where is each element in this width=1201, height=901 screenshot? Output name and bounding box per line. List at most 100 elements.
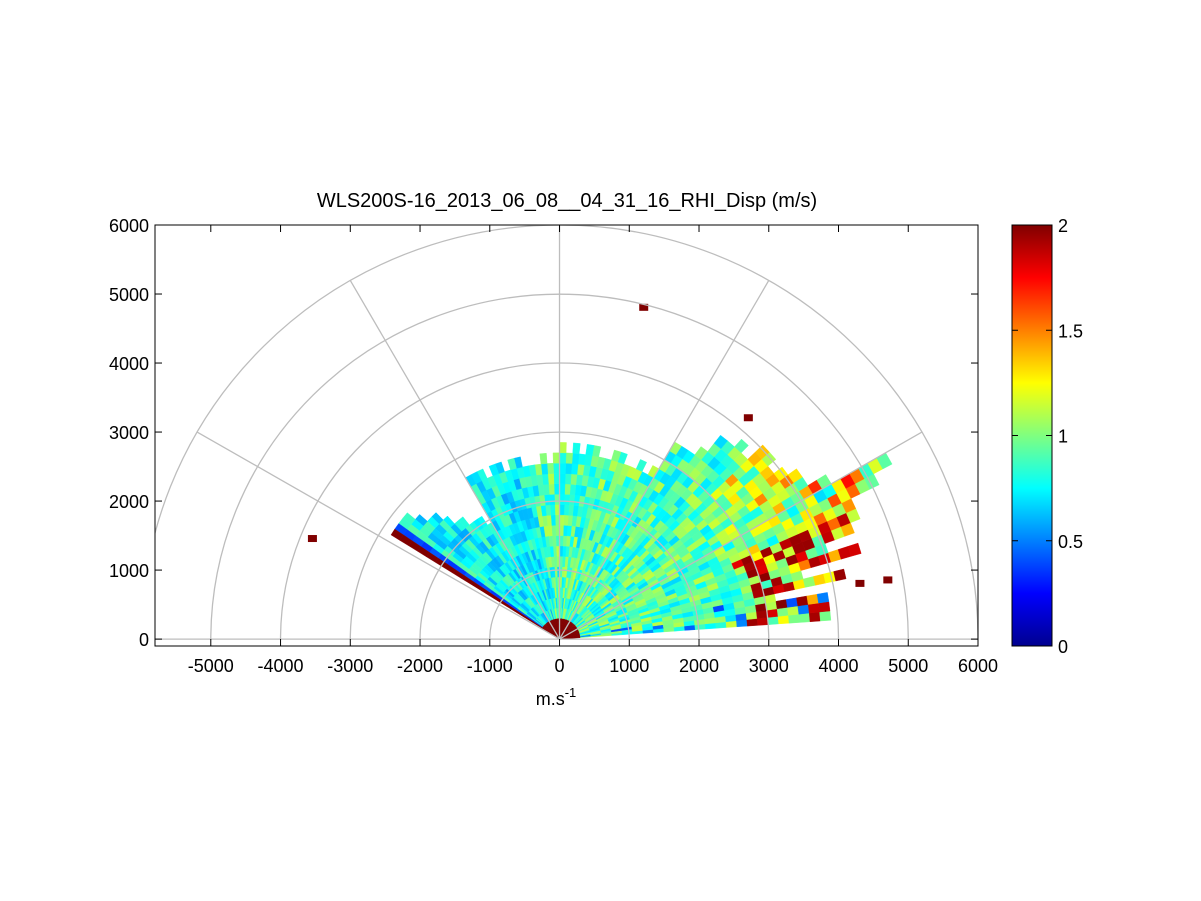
scan-cell xyxy=(756,617,769,626)
scan-cell xyxy=(819,610,832,622)
scan-cell xyxy=(562,525,568,537)
scan-cell xyxy=(549,494,556,506)
colorbar-ticks: 0 0.5 1 1.5 2 xyxy=(1012,216,1083,657)
isolated-point xyxy=(883,576,893,584)
scan-cell xyxy=(507,458,517,471)
radial-spoke xyxy=(559,431,923,640)
scan-cell xyxy=(553,483,560,495)
scan-cell xyxy=(796,595,809,607)
x-axis-label: m.s-1 xyxy=(536,685,577,709)
colorbar-tick-label: 0.5 xyxy=(1058,532,1083,552)
colorbar-tick-label: 1 xyxy=(1058,427,1068,447)
x-tick-label: 5000 xyxy=(888,656,928,676)
scan-cell xyxy=(565,462,573,475)
y-tick-label: 0 xyxy=(139,630,149,650)
chart-title: WLS200S-16_2013_06_08__04_31_16_RHI_Disp… xyxy=(317,190,817,212)
scan-cell xyxy=(553,462,560,474)
scan-cell xyxy=(577,453,586,466)
x-tick-label: -1000 xyxy=(467,656,513,676)
x-tick-label: 6000 xyxy=(958,656,998,676)
colorbar-tick-label: 2 xyxy=(1058,216,1068,236)
scan-cell xyxy=(548,483,555,495)
x-tick-label: -5000 xyxy=(188,656,234,676)
x-tick-label: 4000 xyxy=(818,656,858,676)
scan-cell xyxy=(554,504,560,516)
x-axis-label-base: m.s xyxy=(536,689,565,709)
scan-cell xyxy=(559,504,565,516)
scan-cell xyxy=(807,602,820,614)
y-tick-label: 3000 xyxy=(109,423,149,443)
scan-cell xyxy=(798,612,811,623)
scan-cell xyxy=(833,568,847,582)
y-tick-label: 1000 xyxy=(109,561,149,581)
y-tick-label: 4000 xyxy=(109,354,149,374)
scan-cell xyxy=(569,483,577,496)
scan-cell xyxy=(488,463,499,477)
scan-cell xyxy=(563,514,569,526)
scan-cell xyxy=(563,504,570,516)
scan-cell xyxy=(568,494,576,506)
colorbar-tick-label: 1.5 xyxy=(1058,321,1083,341)
isolated-point xyxy=(639,303,649,311)
y-axis: 0 1000 2000 3000 4000 5000 6000 xyxy=(109,216,978,650)
scan-data-layer xyxy=(307,303,893,640)
x-tick-label: 0 xyxy=(555,656,565,676)
scan-cell xyxy=(787,468,803,484)
x-tick-label: 3000 xyxy=(749,656,789,676)
scan-cell xyxy=(777,615,790,625)
y-tick-label: 6000 xyxy=(109,216,149,236)
scan-cell xyxy=(564,483,571,495)
scan-cell xyxy=(564,473,572,485)
scan-cell xyxy=(787,605,800,616)
scan-cell xyxy=(816,592,830,604)
scan-cell xyxy=(734,438,749,454)
scan-cell xyxy=(559,473,566,485)
scan-cell xyxy=(788,613,800,624)
scan-cell xyxy=(390,528,404,541)
scan-cell xyxy=(635,459,647,472)
scan-cell xyxy=(547,473,555,485)
x-tick-label: -3000 xyxy=(327,656,373,676)
radial-spoke xyxy=(349,280,561,640)
isolated-point xyxy=(307,535,317,543)
scan-cell xyxy=(570,463,579,475)
scan-cell xyxy=(568,504,574,516)
scan-cell xyxy=(585,444,595,456)
scan-cell xyxy=(847,542,862,557)
scan-cell xyxy=(559,462,566,474)
isolated-point xyxy=(743,414,753,422)
scan-cell xyxy=(570,473,578,485)
scan-cell xyxy=(554,493,560,505)
radial-spoke xyxy=(196,431,560,640)
x-axis: -5000 -4000 -3000 -2000 -1000 0 1000 2000 3000 40… xyxy=(188,225,998,676)
scan-cell xyxy=(561,556,566,568)
x-tick-label: -2000 xyxy=(397,656,443,676)
scan-cell xyxy=(539,452,548,465)
isolated-point xyxy=(855,579,865,587)
scan-cell xyxy=(559,493,565,505)
scan-cell xyxy=(775,599,788,610)
scan-cell xyxy=(818,601,831,613)
scan-cell xyxy=(808,611,821,623)
scan-cell xyxy=(553,473,560,485)
scan-cell xyxy=(565,452,573,464)
x-axis-label-exponent: -1 xyxy=(565,685,577,700)
scan-cell xyxy=(713,434,728,450)
y-tick-label: 5000 xyxy=(109,285,149,305)
scan-cell xyxy=(546,462,554,475)
scan-cell xyxy=(552,452,560,464)
scan-cell xyxy=(572,442,581,455)
scan-cell xyxy=(806,593,819,605)
radial-spoke xyxy=(558,280,770,640)
scan-cell xyxy=(564,494,570,506)
x-tick-label: -4000 xyxy=(258,656,304,676)
scan-cell xyxy=(554,514,560,526)
scan-cell xyxy=(694,446,708,460)
scan-cell xyxy=(611,449,622,463)
colorbar-tick-label: 0 xyxy=(1058,637,1068,657)
scan-cell xyxy=(559,483,566,495)
scan-cell xyxy=(562,535,568,547)
y-tick-label: 2000 xyxy=(109,492,149,512)
scan-cell xyxy=(562,545,567,557)
